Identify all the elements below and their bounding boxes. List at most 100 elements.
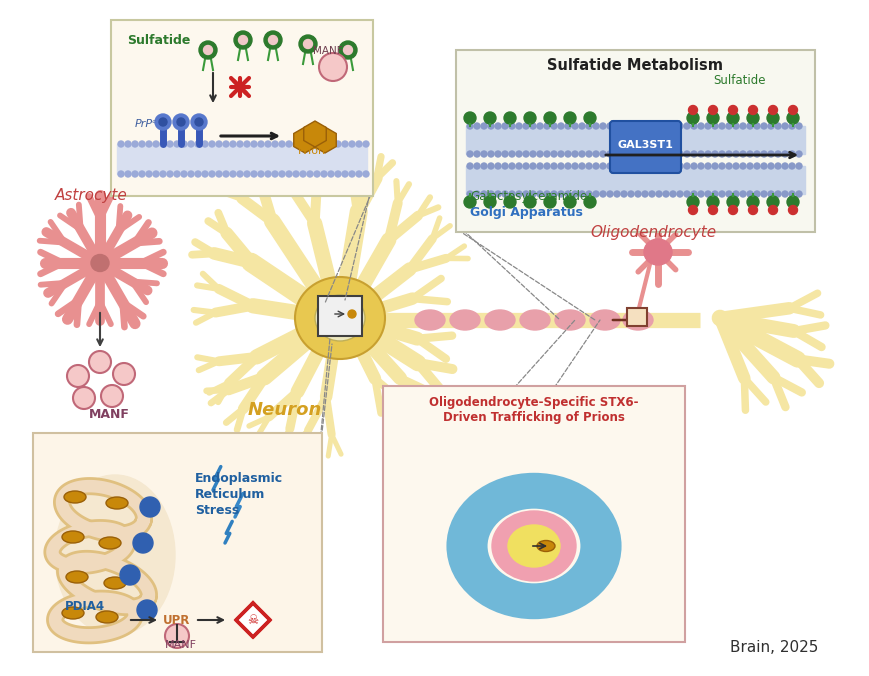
Circle shape [687,112,698,124]
Circle shape [160,141,166,147]
Circle shape [787,105,797,114]
Circle shape [319,53,347,81]
Circle shape [690,191,696,197]
Text: Endoplasmic: Endoplasmic [195,472,282,485]
Circle shape [343,45,352,55]
Circle shape [795,163,801,169]
Ellipse shape [104,577,126,589]
Circle shape [209,171,215,177]
Circle shape [711,163,717,169]
Ellipse shape [83,247,117,279]
Circle shape [181,141,187,147]
Circle shape [543,163,549,169]
Circle shape [774,123,780,129]
Circle shape [543,123,549,129]
Circle shape [641,151,647,157]
Circle shape [593,151,599,157]
Circle shape [620,163,627,169]
Circle shape [286,141,292,147]
Circle shape [614,151,620,157]
Circle shape [348,141,355,147]
Circle shape [593,163,599,169]
Circle shape [781,123,787,129]
Circle shape [501,123,507,129]
Circle shape [697,191,703,197]
Circle shape [718,151,724,157]
Circle shape [508,163,514,169]
Circle shape [195,118,202,126]
Circle shape [781,191,787,197]
Circle shape [136,600,156,620]
Circle shape [583,196,595,208]
Circle shape [474,123,480,129]
Circle shape [564,123,570,129]
Circle shape [767,206,777,214]
Circle shape [550,123,556,129]
Circle shape [503,196,515,208]
Circle shape [740,151,745,157]
Circle shape [766,112,778,124]
Circle shape [697,151,703,157]
Circle shape [550,151,556,157]
Circle shape [690,163,696,169]
Circle shape [648,151,654,157]
Circle shape [222,141,229,147]
Polygon shape [294,127,316,153]
Ellipse shape [99,537,121,549]
Circle shape [726,112,738,124]
Circle shape [711,123,717,129]
Circle shape [753,151,760,157]
FancyBboxPatch shape [382,386,684,642]
Circle shape [676,191,682,197]
Circle shape [669,163,675,169]
Circle shape [529,191,535,197]
Circle shape [153,171,159,177]
Circle shape [222,171,229,177]
Circle shape [258,141,263,147]
Circle shape [711,191,717,197]
Circle shape [786,196,798,208]
Circle shape [483,112,495,124]
Circle shape [265,171,270,177]
Circle shape [153,141,159,147]
Circle shape [607,151,613,157]
Circle shape [707,105,717,114]
Circle shape [607,123,613,129]
Polygon shape [314,127,336,153]
Text: Stress: Stress [195,504,239,517]
Text: Prion: Prion [298,146,326,156]
Circle shape [687,206,697,214]
Circle shape [132,141,138,147]
Circle shape [543,112,555,124]
Ellipse shape [449,310,480,330]
Circle shape [174,171,180,177]
Circle shape [251,141,256,147]
Circle shape [634,123,640,129]
Circle shape [202,171,208,177]
Circle shape [272,141,278,147]
Circle shape [767,123,773,129]
Bar [116,144,367,174]
Circle shape [627,123,634,129]
Circle shape [676,151,682,157]
Ellipse shape [315,295,365,341]
Circle shape [690,151,696,157]
Circle shape [600,163,606,169]
Circle shape [704,191,710,197]
Circle shape [733,123,738,129]
Circle shape [795,151,801,157]
Circle shape [593,191,599,197]
Circle shape [543,196,555,208]
Circle shape [683,123,689,129]
Circle shape [614,123,620,129]
Circle shape [788,191,794,197]
Circle shape [160,171,166,177]
Circle shape [704,151,710,157]
Circle shape [774,163,780,169]
Circle shape [746,123,753,129]
Circle shape [579,151,584,157]
Circle shape [481,123,487,129]
Circle shape [536,163,542,169]
Circle shape [641,123,647,129]
Circle shape [760,191,766,197]
